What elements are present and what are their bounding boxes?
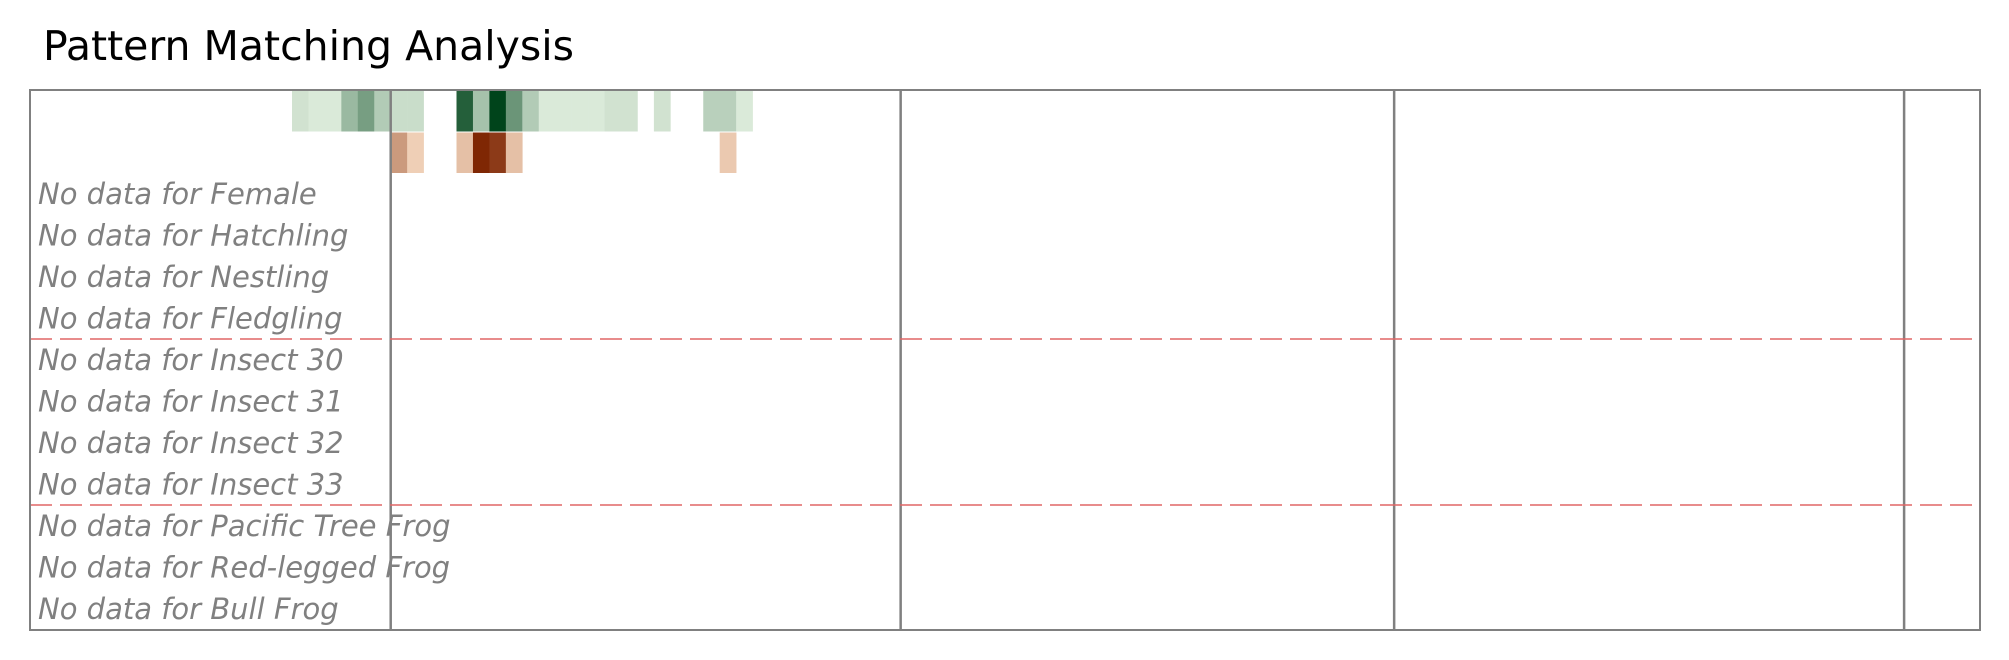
heatmap-cell [538, 91, 556, 132]
no-data-label: No data for Red-legged Frog [38, 550, 450, 584]
heatmap-cells [292, 91, 753, 173]
heatmap-cell [604, 91, 622, 132]
heatmap-cell [522, 91, 540, 132]
group-separators [30, 338, 1980, 506]
heatmap-cell [489, 91, 507, 132]
heatmap-cell [653, 91, 671, 132]
column-dividers [389, 90, 1906, 630]
heatmap-cell [407, 132, 424, 173]
heatmap-cell [456, 91, 474, 132]
heatmap-cell [736, 91, 753, 132]
heatmap-cell [505, 132, 523, 173]
no-data-label: No data for Insect 30 [38, 343, 344, 377]
heatmap-cell [555, 91, 572, 132]
heatmap-cell [308, 91, 326, 132]
heatmap-cell [292, 91, 309, 132]
no-data-label: No data for Fledgling [38, 301, 343, 335]
heatmap-cell [407, 91, 424, 132]
plot-frame [29, 89, 1981, 631]
heatmap-cell [456, 132, 474, 173]
no-data-label: No data for Insect 32 [38, 426, 344, 460]
no-data-label: No data for Insect 31 [38, 384, 344, 418]
heatmap-cell [390, 91, 408, 132]
chart-title: Pattern Matching Analysis [43, 22, 574, 70]
no-data-label: No data for Nestling [38, 260, 329, 294]
heatmap-cell [588, 91, 605, 132]
heatmap-cell [472, 91, 490, 132]
heatmap-cell [324, 91, 342, 132]
heatmap-cell [489, 132, 507, 173]
heatmap-cell [719, 91, 737, 132]
heatmap-cell [357, 91, 375, 132]
heatmap-cell [505, 91, 523, 132]
no-data-label: No data for Hatchling [38, 218, 348, 252]
heatmap-cell [621, 91, 638, 132]
heatmap-cell [703, 91, 720, 132]
heatmap-cell [374, 91, 391, 132]
no-data-label: No data for Insect 33 [38, 467, 344, 501]
heatmap-cell [571, 91, 589, 132]
heatmap-cell [472, 132, 490, 173]
heatmap-cell [390, 132, 408, 173]
heatmap-cell [719, 132, 737, 173]
row-labels: No data for Female No data for Hatchling N… [38, 177, 451, 626]
no-data-label: No data for Bull Frog [38, 592, 339, 626]
no-data-label: No data for Female [38, 177, 317, 211]
heatmap-cell [341, 91, 359, 132]
no-data-label: No data for Pacific Tree Frog [38, 509, 451, 543]
